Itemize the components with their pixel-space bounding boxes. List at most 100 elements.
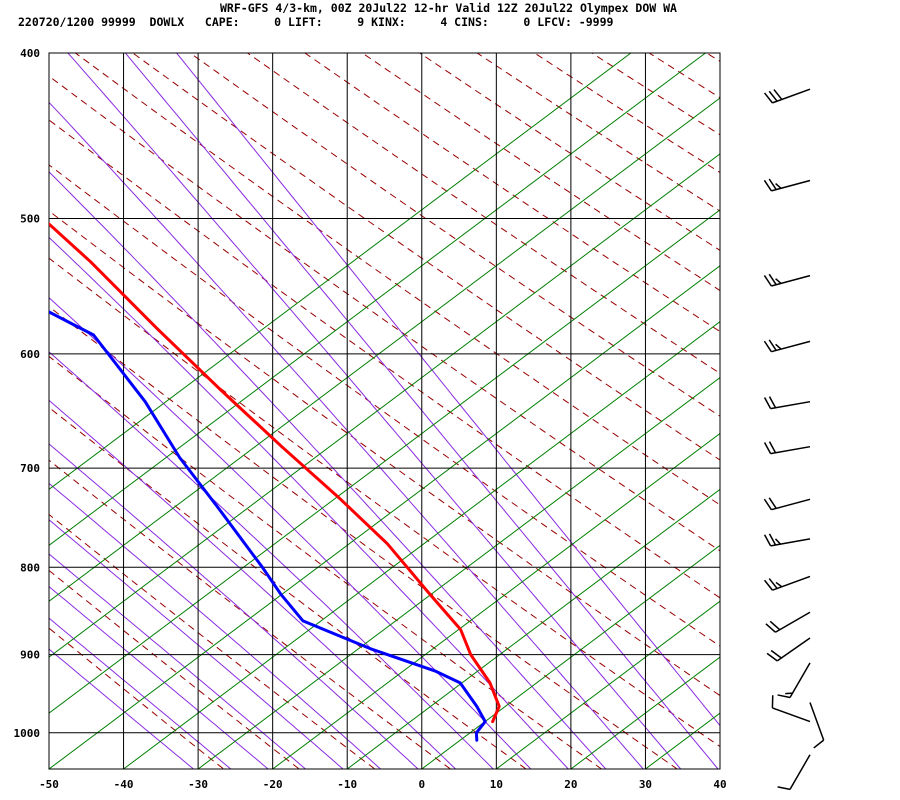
dry-adiabat bbox=[49, 406, 527, 769]
wind-barb-staff bbox=[789, 662, 811, 698]
wind-barb-feather bbox=[763, 92, 773, 104]
dry-adiabat bbox=[791, 34, 900, 776]
dry-adiabat bbox=[49, 305, 679, 769]
wind-barb-feather bbox=[763, 397, 772, 410]
wind-barb-feather bbox=[768, 273, 777, 286]
dry-adiabat bbox=[49, 569, 301, 769]
dry-adiabat bbox=[304, 53, 720, 333]
wind-barb-feather bbox=[768, 497, 777, 509]
x-tick-label: 20 bbox=[564, 778, 577, 791]
wind-barb bbox=[763, 88, 811, 104]
wind-barb-feather bbox=[763, 579, 773, 591]
adiabat-lines bbox=[49, 19, 900, 776]
dry-adiabat bbox=[648, 53, 720, 99]
wind-barb bbox=[763, 533, 811, 547]
mixing-ratio-line bbox=[421, 544, 720, 769]
mixing-ratio-line bbox=[49, 153, 720, 658]
y-tick-label: 700 bbox=[20, 462, 40, 475]
dry-adiabat bbox=[49, 627, 225, 769]
wind-barb bbox=[765, 611, 811, 633]
x-tick-label: -20 bbox=[263, 778, 283, 791]
wind-barb-staff bbox=[770, 538, 811, 547]
moist-adiabat bbox=[49, 351, 494, 769]
wind-barb-staff bbox=[772, 707, 811, 723]
mixing-ratio-line bbox=[49, 53, 632, 491]
dry-adiabat bbox=[49, 210, 720, 697]
sounding-profiles bbox=[49, 221, 501, 742]
mixing-ratio-line bbox=[272, 432, 720, 769]
moist-adiabat bbox=[49, 648, 195, 769]
wind-barb bbox=[766, 637, 811, 662]
dewpoint-profile bbox=[49, 310, 487, 742]
wind-barb-staff bbox=[809, 702, 825, 741]
wind-barb-feather bbox=[763, 179, 772, 192]
mixing-ratio-line bbox=[49, 209, 720, 714]
mixing-ratio-line bbox=[346, 488, 720, 769]
wind-barb-feather bbox=[763, 275, 772, 287]
wind-barb-staff bbox=[772, 575, 811, 591]
y-tick-label: 400 bbox=[20, 47, 40, 60]
wind-barb bbox=[763, 273, 811, 287]
moist-adiabat bbox=[49, 171, 607, 769]
wind-barb-feather bbox=[768, 578, 778, 589]
moist-adiabat bbox=[49, 519, 344, 769]
wind-barb-feather bbox=[768, 178, 777, 190]
x-tick-label: 40 bbox=[713, 778, 726, 791]
dry-adiabat bbox=[131, 53, 720, 461]
wind-barb-feather bbox=[774, 538, 781, 545]
wind-barb-staff bbox=[771, 274, 811, 287]
wind-barb-feather bbox=[775, 182, 782, 189]
x-tick-labels: -50 -40 -30 -20 -10 0 10 20 30 40 bbox=[39, 778, 727, 791]
dry-adiabat bbox=[848, 34, 900, 776]
mixing-ratio-line bbox=[496, 600, 720, 769]
wind-barb-staff bbox=[774, 611, 811, 633]
wind-barb-staff bbox=[776, 637, 811, 662]
wind-barb-feather bbox=[769, 620, 781, 631]
wind-barb-feather bbox=[775, 343, 782, 350]
mixing-ratio-line bbox=[795, 19, 900, 769]
mixing-ratio-line bbox=[49, 265, 720, 769]
moist-adiabat bbox=[67, 53, 682, 769]
wind-barb-staff bbox=[770, 445, 811, 455]
wind-barb-feather bbox=[768, 339, 777, 351]
wind-barb bbox=[763, 441, 811, 455]
wind-barb-staff bbox=[789, 754, 811, 790]
wind-barb bbox=[763, 575, 811, 591]
wind-barb-feather bbox=[766, 652, 778, 662]
x-tick-label: 10 bbox=[490, 778, 503, 791]
mixing-ratio-line bbox=[719, 768, 720, 769]
wind-barb bbox=[777, 662, 811, 699]
dry-adiabat bbox=[590, 53, 720, 136]
wind-barb-feather bbox=[768, 90, 778, 102]
wind-barb-feather bbox=[773, 89, 783, 100]
dry-adiabat bbox=[49, 164, 720, 647]
chart-header-line2: 220720/1200 99999 DOWLX CAPE: 0 LIFT: 9 … bbox=[18, 15, 614, 29]
wind-barb-feather bbox=[768, 441, 777, 454]
x-tick-label: -10 bbox=[337, 778, 357, 791]
dry-adiabat bbox=[49, 459, 452, 769]
dry-adiabat bbox=[49, 119, 720, 599]
moist-adiabat bbox=[49, 617, 232, 769]
dry-adiabat bbox=[49, 257, 720, 748]
mixing-ratio-line bbox=[645, 712, 720, 769]
wind-barb-staff bbox=[772, 88, 811, 104]
wind-barb-feather bbox=[768, 533, 777, 546]
x-tick-label: -30 bbox=[188, 778, 208, 791]
wind-barb-feather bbox=[813, 739, 825, 749]
wind-barb bbox=[809, 702, 825, 749]
wind-barb bbox=[763, 396, 811, 410]
moist-adiabat bbox=[124, 53, 719, 769]
x-tick-label: -50 bbox=[39, 778, 59, 791]
wind-barb-feather bbox=[770, 649, 782, 659]
dry-adiabat bbox=[49, 75, 720, 552]
wind-barb-feather bbox=[777, 786, 791, 791]
mixing-ratio-line bbox=[869, 19, 900, 769]
wind-barb-staff bbox=[771, 498, 811, 511]
moist-adiabat bbox=[49, 482, 382, 769]
wind-barb bbox=[763, 178, 811, 192]
wind-barb-feather bbox=[775, 278, 782, 284]
x-tick-label: 30 bbox=[639, 778, 652, 791]
mixing-ratio-line bbox=[49, 53, 707, 546]
x-tick-label: -40 bbox=[114, 778, 134, 791]
